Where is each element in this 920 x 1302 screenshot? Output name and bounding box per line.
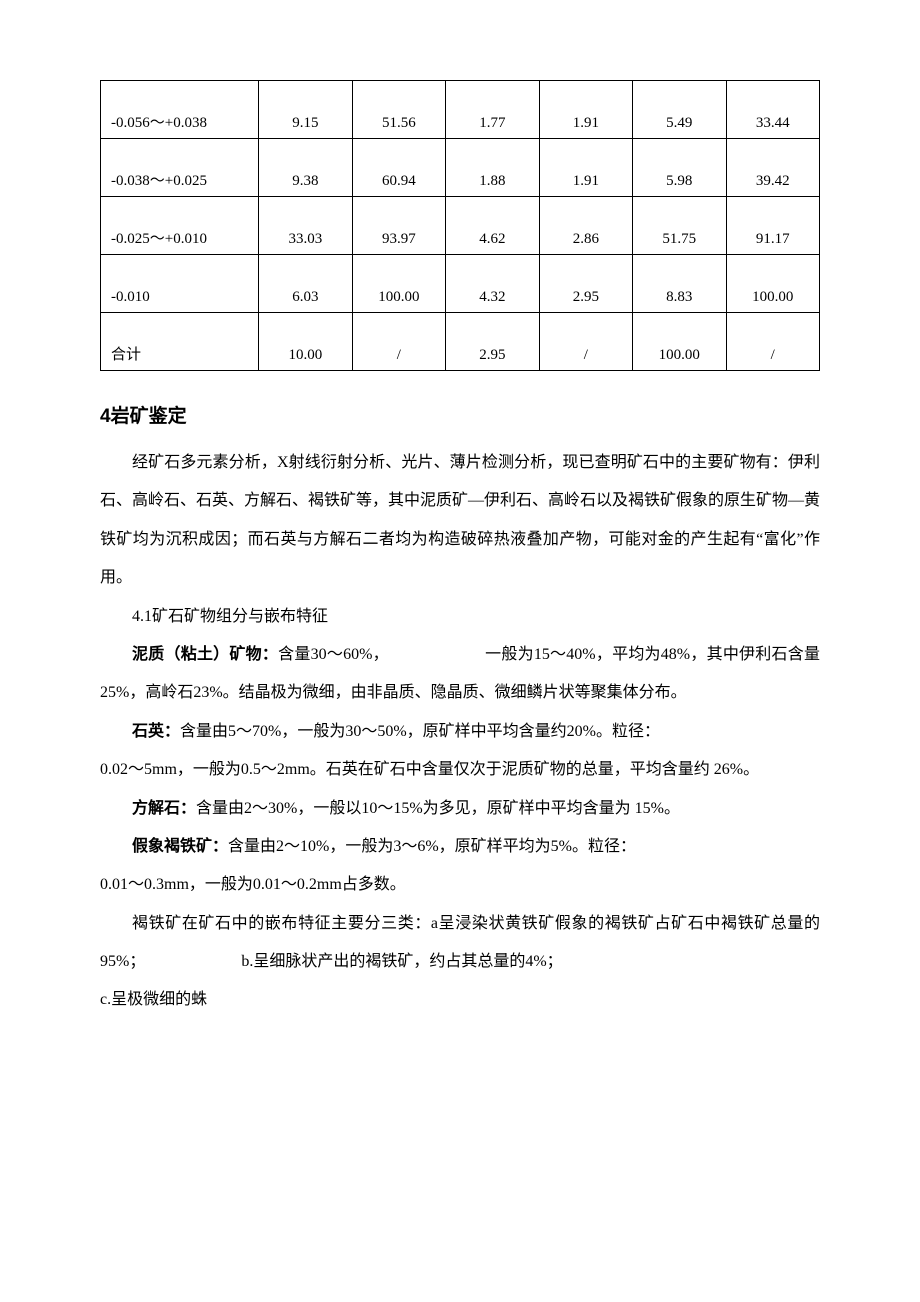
limonite-label: 假象褐铁矿： [132,838,228,855]
limonite-para-2: 褐铁矿在矿石中的嵌布特征主要分三类：a呈浸染状黄铁矿假象的褐铁矿占矿石中褐铁矿总… [100,905,820,982]
quartz-para-1: 石英：含量由5～70%，一般为30～50%，原矿样中平均含量约20%。粒径： [100,713,820,751]
sub-heading-text: 4.1矿石矿物组分与嵌布特征 [132,608,328,625]
table-row: 合计10.00/2.95/100.00/ [101,313,820,371]
table-cell: 4.32 [446,255,539,313]
table-cell: 9.15 [259,81,352,139]
table-cell: 5.49 [633,81,726,139]
table-cell: 51.75 [633,197,726,255]
limonite-text-a: 含量由2～10%，一般为3～6%，原矿样平均为5%。粒径： [228,838,636,855]
table-cell: 1.77 [446,81,539,139]
table-cell: 4.62 [446,197,539,255]
table-cell: 9.38 [259,139,352,197]
calcite-text: 含量由2～30%，一般以10～15%为多见，原矿样中平均含量为 15%。 [196,800,680,817]
table-cell: 33.03 [259,197,352,255]
limonite-p2b: b.呈细脉状产出的褐铁矿，约占其总量的4%； [241,953,562,970]
table-cell: 2.95 [539,255,632,313]
table-cell: 2.95 [446,313,539,371]
calcite-label: 方解石： [132,800,196,817]
table-cell: 2.86 [539,197,632,255]
table-row: -0.025～+0.01033.0393.974.622.8651.7591.1… [101,197,820,255]
table-cell: / [352,313,445,371]
quartz-para-2: 0.02～5mm，一般为0.5～2mm。石英在矿石中含量仅次于泥质矿物的总量，平… [100,751,820,789]
table-cell: 91.17 [726,197,819,255]
limonite-para-1b: 0.01～0.3mm，一般为0.01～0.2mm占多数。 [100,866,820,904]
table-cell: -0.010 [101,255,259,313]
table-cell: 100.00 [352,255,445,313]
table-cell: 1.91 [539,81,632,139]
table-cell: -0.056～+0.038 [101,81,259,139]
table-cell: 1.88 [446,139,539,197]
table-cell: / [726,313,819,371]
section-4-intro: 经矿石多元素分析，X射线衍射分析、光片、薄片检测分析，现已查明矿石中的主要矿物有… [100,444,820,598]
section-4-1-heading: 4.1矿石矿物组分与嵌布特征 [100,598,820,636]
table-row: -0.038～+0.0259.3860.941.881.915.9839.42 [101,139,820,197]
quartz-text-a: 含量由5～70%，一般为30～50%，原矿样中平均含量约20%。粒径： [180,723,660,740]
table-cell: -0.038～+0.025 [101,139,259,197]
table-cell: 100.00 [633,313,726,371]
table-cell: 100.00 [726,255,819,313]
table-cell: 60.94 [352,139,445,197]
table-cell: 93.97 [352,197,445,255]
table-cell: / [539,313,632,371]
limonite-para-2c: c.呈极微细的蛛 [100,981,820,1019]
table-cell: 39.42 [726,139,819,197]
table-row: -0.056～+0.0389.1551.561.771.915.4933.44 [101,81,820,139]
table-cell: 33.44 [726,81,819,139]
table-cell: 5.98 [633,139,726,197]
quartz-label: 石英： [132,723,180,740]
document-page: -0.056～+0.0389.1551.561.771.915.4933.44-… [0,0,920,1302]
table-cell: 8.83 [633,255,726,313]
table-cell: 51.56 [352,81,445,139]
table-row: -0.0106.03100.004.322.958.83100.00 [101,255,820,313]
mud-label: 泥质（粘土）矿物： [132,646,278,663]
table-cell: 合计 [101,313,259,371]
table-cell: 6.03 [259,255,352,313]
section-4-heading: 4岩矿鉴定 [100,401,820,428]
table-cell: 1.91 [539,139,632,197]
table-cell: 10.00 [259,313,352,371]
table-cell: -0.025～+0.010 [101,197,259,255]
data-table: -0.056～+0.0389.1551.561.771.915.4933.44-… [100,80,820,371]
mud-mineral-para: 泥质（粘土）矿物：含量30～60%，一般为15～40%，平均为48%，其中伊利石… [100,636,820,713]
limonite-para-1: 假象褐铁矿：含量由2～10%，一般为3～6%，原矿样平均为5%。粒径： [100,828,820,866]
calcite-para: 方解石：含量由2～30%，一般以10～15%为多见，原矿样中平均含量为 15%。 [100,790,820,828]
mud-text-a: 含量30～60%， [278,646,389,663]
